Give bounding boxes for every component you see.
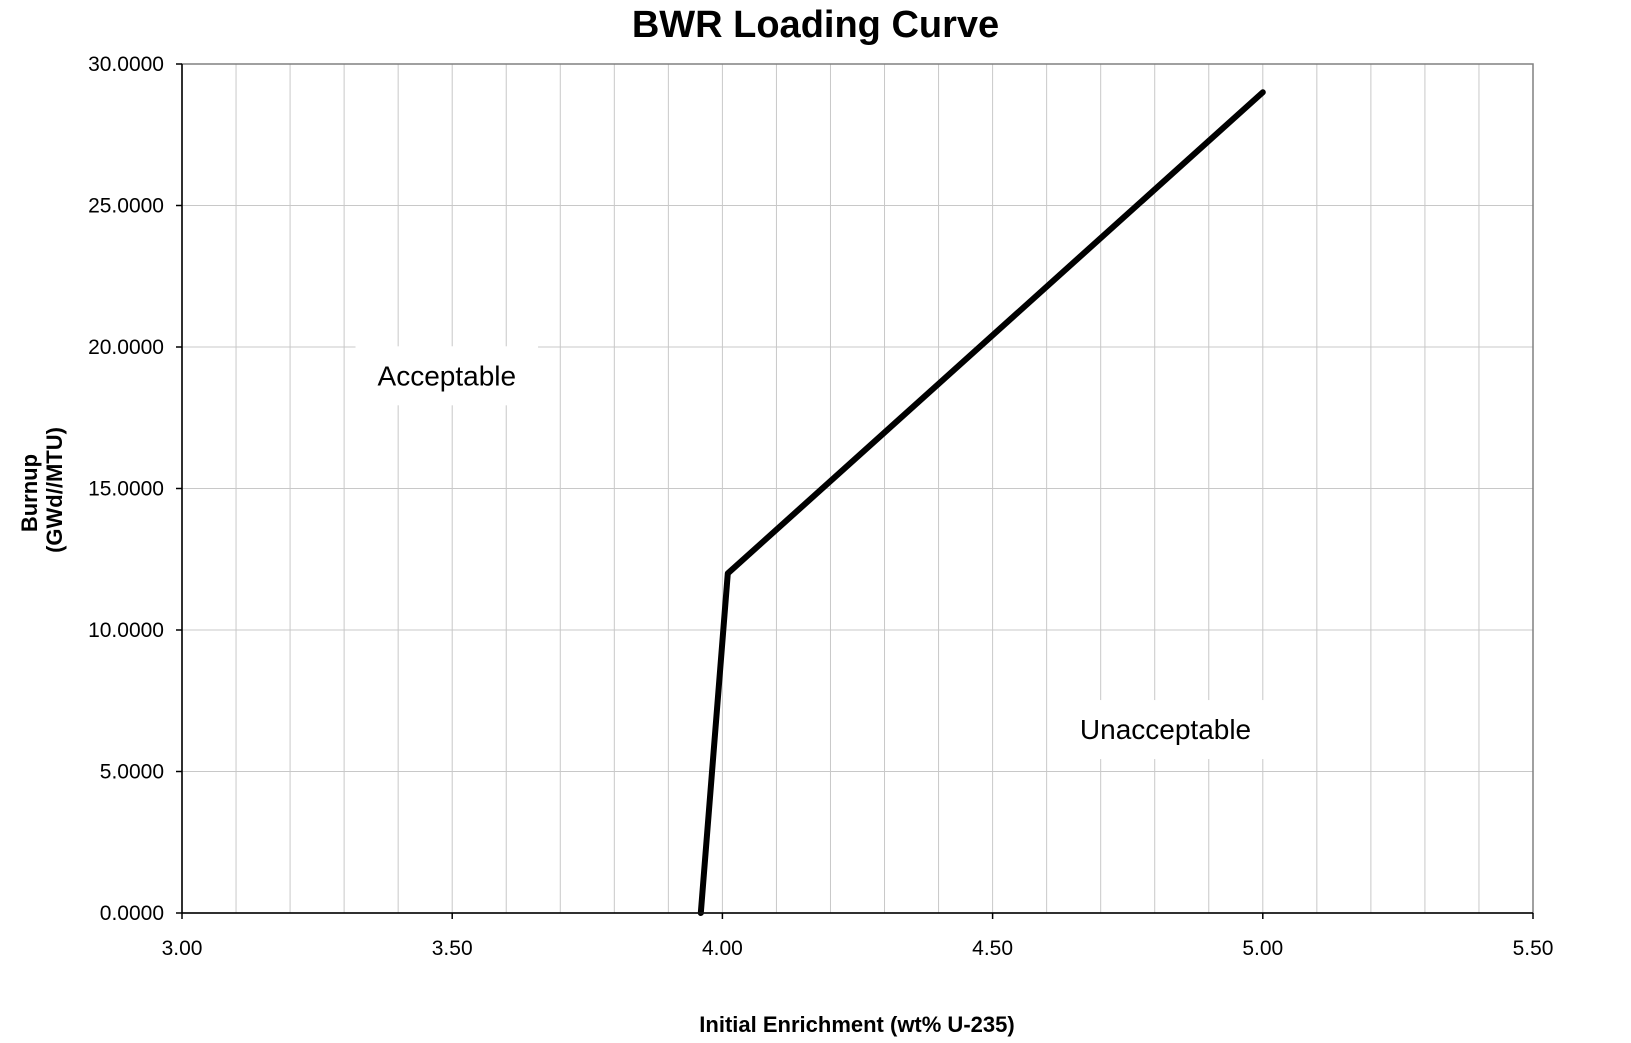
tick-labels: 3.00 3.50 4.00 4.50 5.00 5.50 0.0000 5.0000 10.0… <box>88 53 1553 960</box>
annotations: Acceptable Unacceptable <box>355 346 1274 760</box>
y-tick-label: 25.0000 <box>88 195 164 218</box>
y-tick-label: 0.0000 <box>100 902 164 925</box>
annotation-text: Acceptable <box>378 360 517 391</box>
x-tick-label: 3.00 <box>162 937 203 960</box>
y-tick-label: 20.0000 <box>88 336 164 359</box>
x-tick-label: 4.50 <box>972 937 1013 960</box>
x-tick-label: 5.50 <box>1513 937 1554 960</box>
annotation-unacceptable: Unacceptable <box>1057 700 1274 760</box>
x-axis-label: Initial Enrichment (wt% U-235) <box>699 1012 1014 1037</box>
chart-title: BWR Loading Curve <box>632 4 999 46</box>
x-tick-label: 3.50 <box>432 937 473 960</box>
gridlines <box>182 64 1533 913</box>
annotation-background <box>355 346 539 406</box>
annotation-acceptable: Acceptable <box>355 346 539 406</box>
series-layer <box>697 89 1266 916</box>
x-tick-label: 5.00 <box>1242 937 1283 960</box>
y-axis-label-line-2: (GWd//MTU) <box>42 427 67 553</box>
annotation-text: Unacceptable <box>1080 714 1251 745</box>
y-tick-label: 30.0000 <box>88 53 164 76</box>
y-axis-label-line-1: Burnup <box>17 454 42 532</box>
y-tick-label: 5.0000 <box>100 761 164 784</box>
y-tick-label: 10.0000 <box>88 619 164 642</box>
annotation-background <box>1057 700 1274 760</box>
y-axis-label: Burnup (GWd//MTU) <box>17 427 67 553</box>
x-tick-label: 4.00 <box>702 937 743 960</box>
y-tick-label: 15.0000 <box>88 478 164 501</box>
